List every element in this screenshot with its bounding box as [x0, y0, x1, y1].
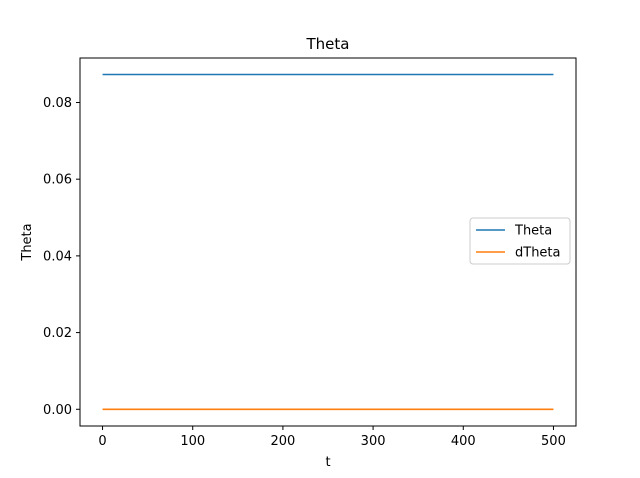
plot-frame	[79, 57, 577, 427]
y-tick-label: 0.04	[43, 249, 72, 264]
x-axis-ticks: 0 100 200 300 400 500	[98, 426, 566, 449]
y-tick-label: 0.08	[43, 96, 72, 111]
x-tick-label: 0	[98, 434, 106, 449]
x-tick-label: 300	[361, 434, 386, 449]
legend: Theta dTheta	[469, 217, 571, 265]
legend-label-dtheta: dTheta	[515, 246, 561, 261]
x-axis-label: t	[325, 455, 330, 470]
y-tick-label: 0.00	[43, 403, 72, 418]
x-tick-label: 500	[541, 434, 566, 449]
x-tick-label: 200	[270, 434, 295, 449]
y-tick-label: 0.02	[43, 326, 72, 341]
y-axis-ticks: 0.00 0.02 0.04 0.06 0.08	[43, 96, 80, 418]
y-tick-label: 0.06	[43, 173, 72, 188]
x-tick-label: 400	[451, 434, 476, 449]
chart-title: Theta	[306, 35, 350, 53]
series-lines	[102, 73, 554, 411]
y-axis-label: Theta	[20, 223, 35, 261]
x-tick-label: 100	[180, 434, 205, 449]
legend-label-theta: Theta	[514, 224, 552, 239]
